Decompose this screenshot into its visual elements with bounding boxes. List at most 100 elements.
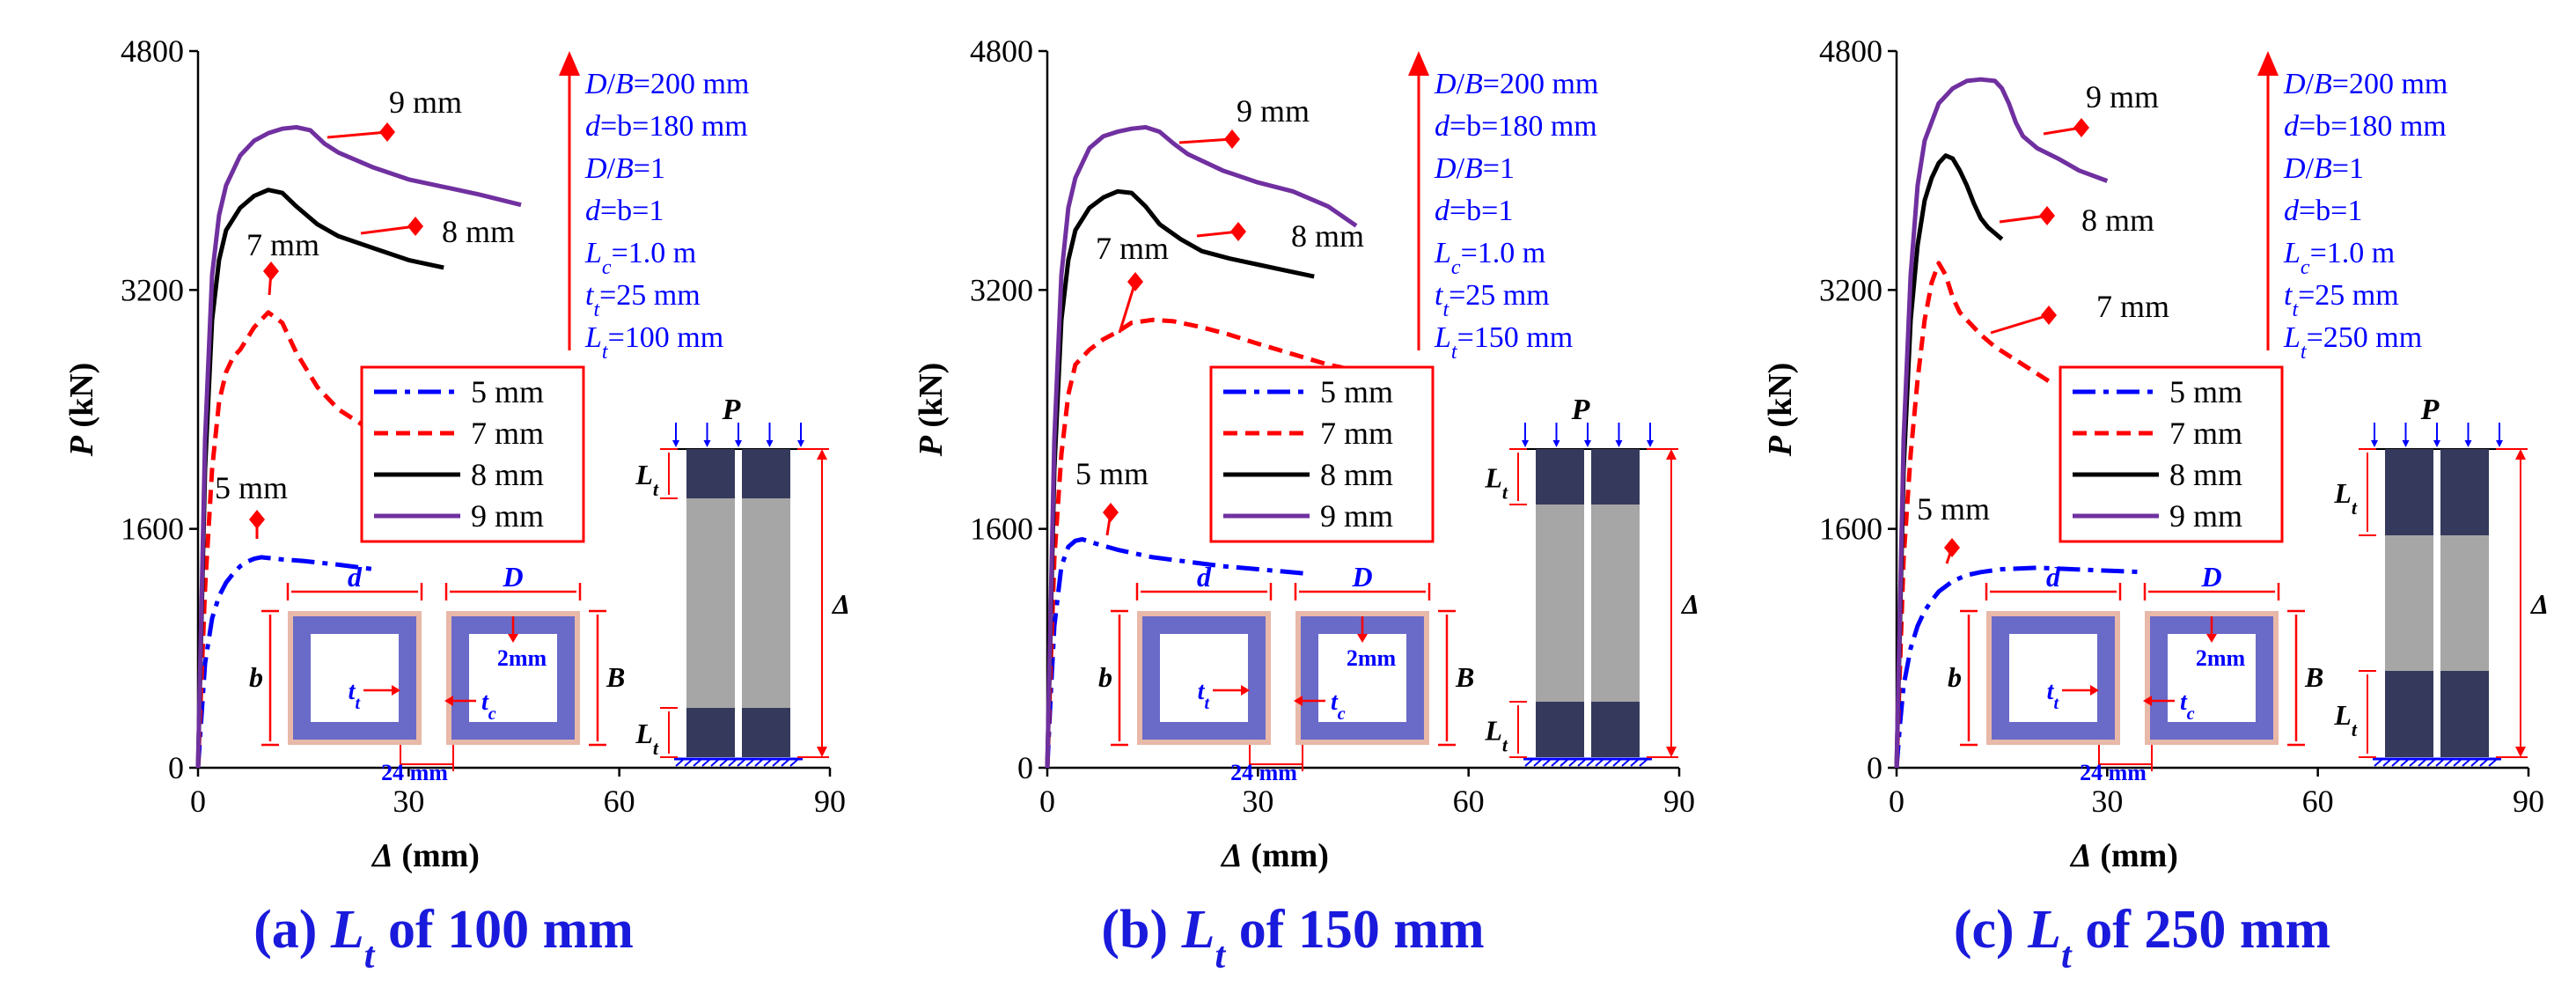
annotation-marker [1224, 129, 1240, 149]
load-arrow-head [1584, 440, 1591, 447]
y-axis-title: P (kN) [63, 363, 100, 458]
annotation-leader [1118, 281, 1137, 334]
tt-label: tt [1198, 678, 1211, 713]
params-arrow-head [1408, 51, 1429, 76]
annotation-label: 8 mm [442, 214, 515, 249]
x-tick-label: 0 [1039, 784, 1055, 819]
gap-label: 2mm [497, 645, 547, 671]
gap-arrow-head [1357, 634, 1368, 643]
base-hatch [2391, 759, 2400, 767]
param-line: D/B=200 mm [1434, 68, 1598, 100]
tc-label: tc [1331, 689, 1346, 724]
legend-label: 5 mm [2169, 374, 2242, 409]
load-arrow-head [1522, 440, 1529, 447]
width-dim-label: D [2200, 561, 2221, 593]
lt-label: Lt [1484, 462, 1508, 504]
legend-label: 5 mm [1320, 374, 1393, 409]
param-line: d=b=1 [585, 195, 664, 227]
series-line-7-mm [195, 310, 368, 769]
height-dim-label: B [1455, 661, 1474, 693]
load-arrow-head [735, 440, 742, 447]
base-hatch [2470, 759, 2479, 767]
legend-box [2059, 365, 2284, 543]
tc-arrow-head [1294, 696, 1303, 706]
section-core [311, 634, 399, 722]
param-line: D/B=1 [584, 152, 665, 185]
delta-label: Δ [1680, 588, 1699, 620]
load-arrow-head [1615, 440, 1623, 447]
legend-label: 9 mm [471, 498, 544, 534]
tt-label: tt [349, 678, 362, 713]
load-arrow-head [2371, 440, 2378, 447]
base-hatch [1577, 759, 1586, 767]
tc-label: tc [481, 689, 496, 724]
column-middle [1536, 505, 1584, 702]
column-top-tube [1536, 449, 1584, 505]
y-tick-label: 3200 [970, 272, 1033, 307]
load-arrow-head [672, 440, 679, 447]
annotation-label: 5 mm [1075, 456, 1149, 491]
weld-label: 24 mm [2080, 760, 2147, 785]
delta-label: Δ [831, 588, 850, 620]
column-top-tube [742, 449, 790, 498]
column-middle [2440, 535, 2489, 671]
param-line: Lt=250 mm [2283, 321, 2422, 364]
y-tick-label: 1600 [970, 512, 1033, 547]
height-dim-label: b [1098, 661, 1112, 693]
width-dim-label: D [1351, 561, 1372, 593]
panel-caption: (c) Lt of 250 mm [1954, 900, 2330, 976]
annotation-marker [1103, 503, 1119, 522]
y-tick-label: 4800 [1819, 33, 1882, 69]
param-line: d=b=1 [1435, 195, 1513, 227]
series-line-9-mm [1045, 125, 1358, 769]
annotation-marker [249, 510, 265, 529]
base-hatch [710, 759, 719, 767]
weld-label: 24 mm [381, 760, 448, 785]
x-tick-label: 90 [814, 784, 846, 819]
panel-c: 0 1600 3200 4800 0 30 60 90 P (kN) Δ (mm) 9 mm 7 mm… [1762, 33, 2549, 976]
section-core [2009, 634, 2097, 722]
annotation-marker [379, 122, 395, 142]
legend-label: 5 mm [471, 374, 544, 409]
gap-arrow-head [508, 634, 518, 643]
y-tick-label: 3200 [121, 272, 184, 307]
column-middle [2385, 535, 2433, 671]
annotation-label: 5 mm [215, 470, 288, 505]
base-hatch [1542, 759, 1551, 767]
legend-label: 8 mm [2169, 457, 2242, 492]
annotation-marker [2073, 118, 2089, 137]
column-bottom-tube [1536, 702, 1584, 757]
base-hatch [763, 759, 772, 767]
gap-arrow-head [2206, 634, 2217, 643]
annotation-marker [2041, 306, 2057, 325]
x-tick-label: 90 [1663, 784, 1695, 819]
load-arrow-head [2433, 440, 2440, 447]
load-arrow-head [1552, 440, 1560, 447]
base-hatch [1639, 759, 1648, 767]
series-line-5-mm [1045, 537, 1308, 769]
y-tick-label: 0 [1867, 750, 1882, 785]
annotation-marker [1127, 272, 1143, 291]
height-dim-label: B [2304, 661, 2323, 693]
base-hatch [2479, 759, 2488, 767]
delta-label: Δ [2529, 588, 2549, 620]
column-middle [686, 498, 735, 708]
x-tick-label: 60 [604, 784, 635, 819]
y-tick-label: 1600 [121, 512, 184, 547]
column-top-tube [1591, 449, 1640, 505]
annotation-label: 5 mm [1917, 491, 1990, 527]
base-hatch [1595, 759, 1604, 767]
param-line: d=b=1 [2284, 195, 2362, 227]
gap-label: 2mm [2196, 645, 2246, 671]
base-hatch [693, 759, 701, 767]
column-middle [742, 498, 790, 708]
param-line: d=b=180 mm [2284, 110, 2447, 143]
column-bottom-tube [2440, 671, 2489, 757]
base-hatch [701, 759, 710, 767]
base-hatch [719, 759, 728, 767]
base-hatch [1612, 759, 1621, 767]
param-line: tt=25 mm [585, 279, 701, 321]
tc-arrow-head [444, 696, 453, 706]
annotation-marker [407, 217, 423, 236]
